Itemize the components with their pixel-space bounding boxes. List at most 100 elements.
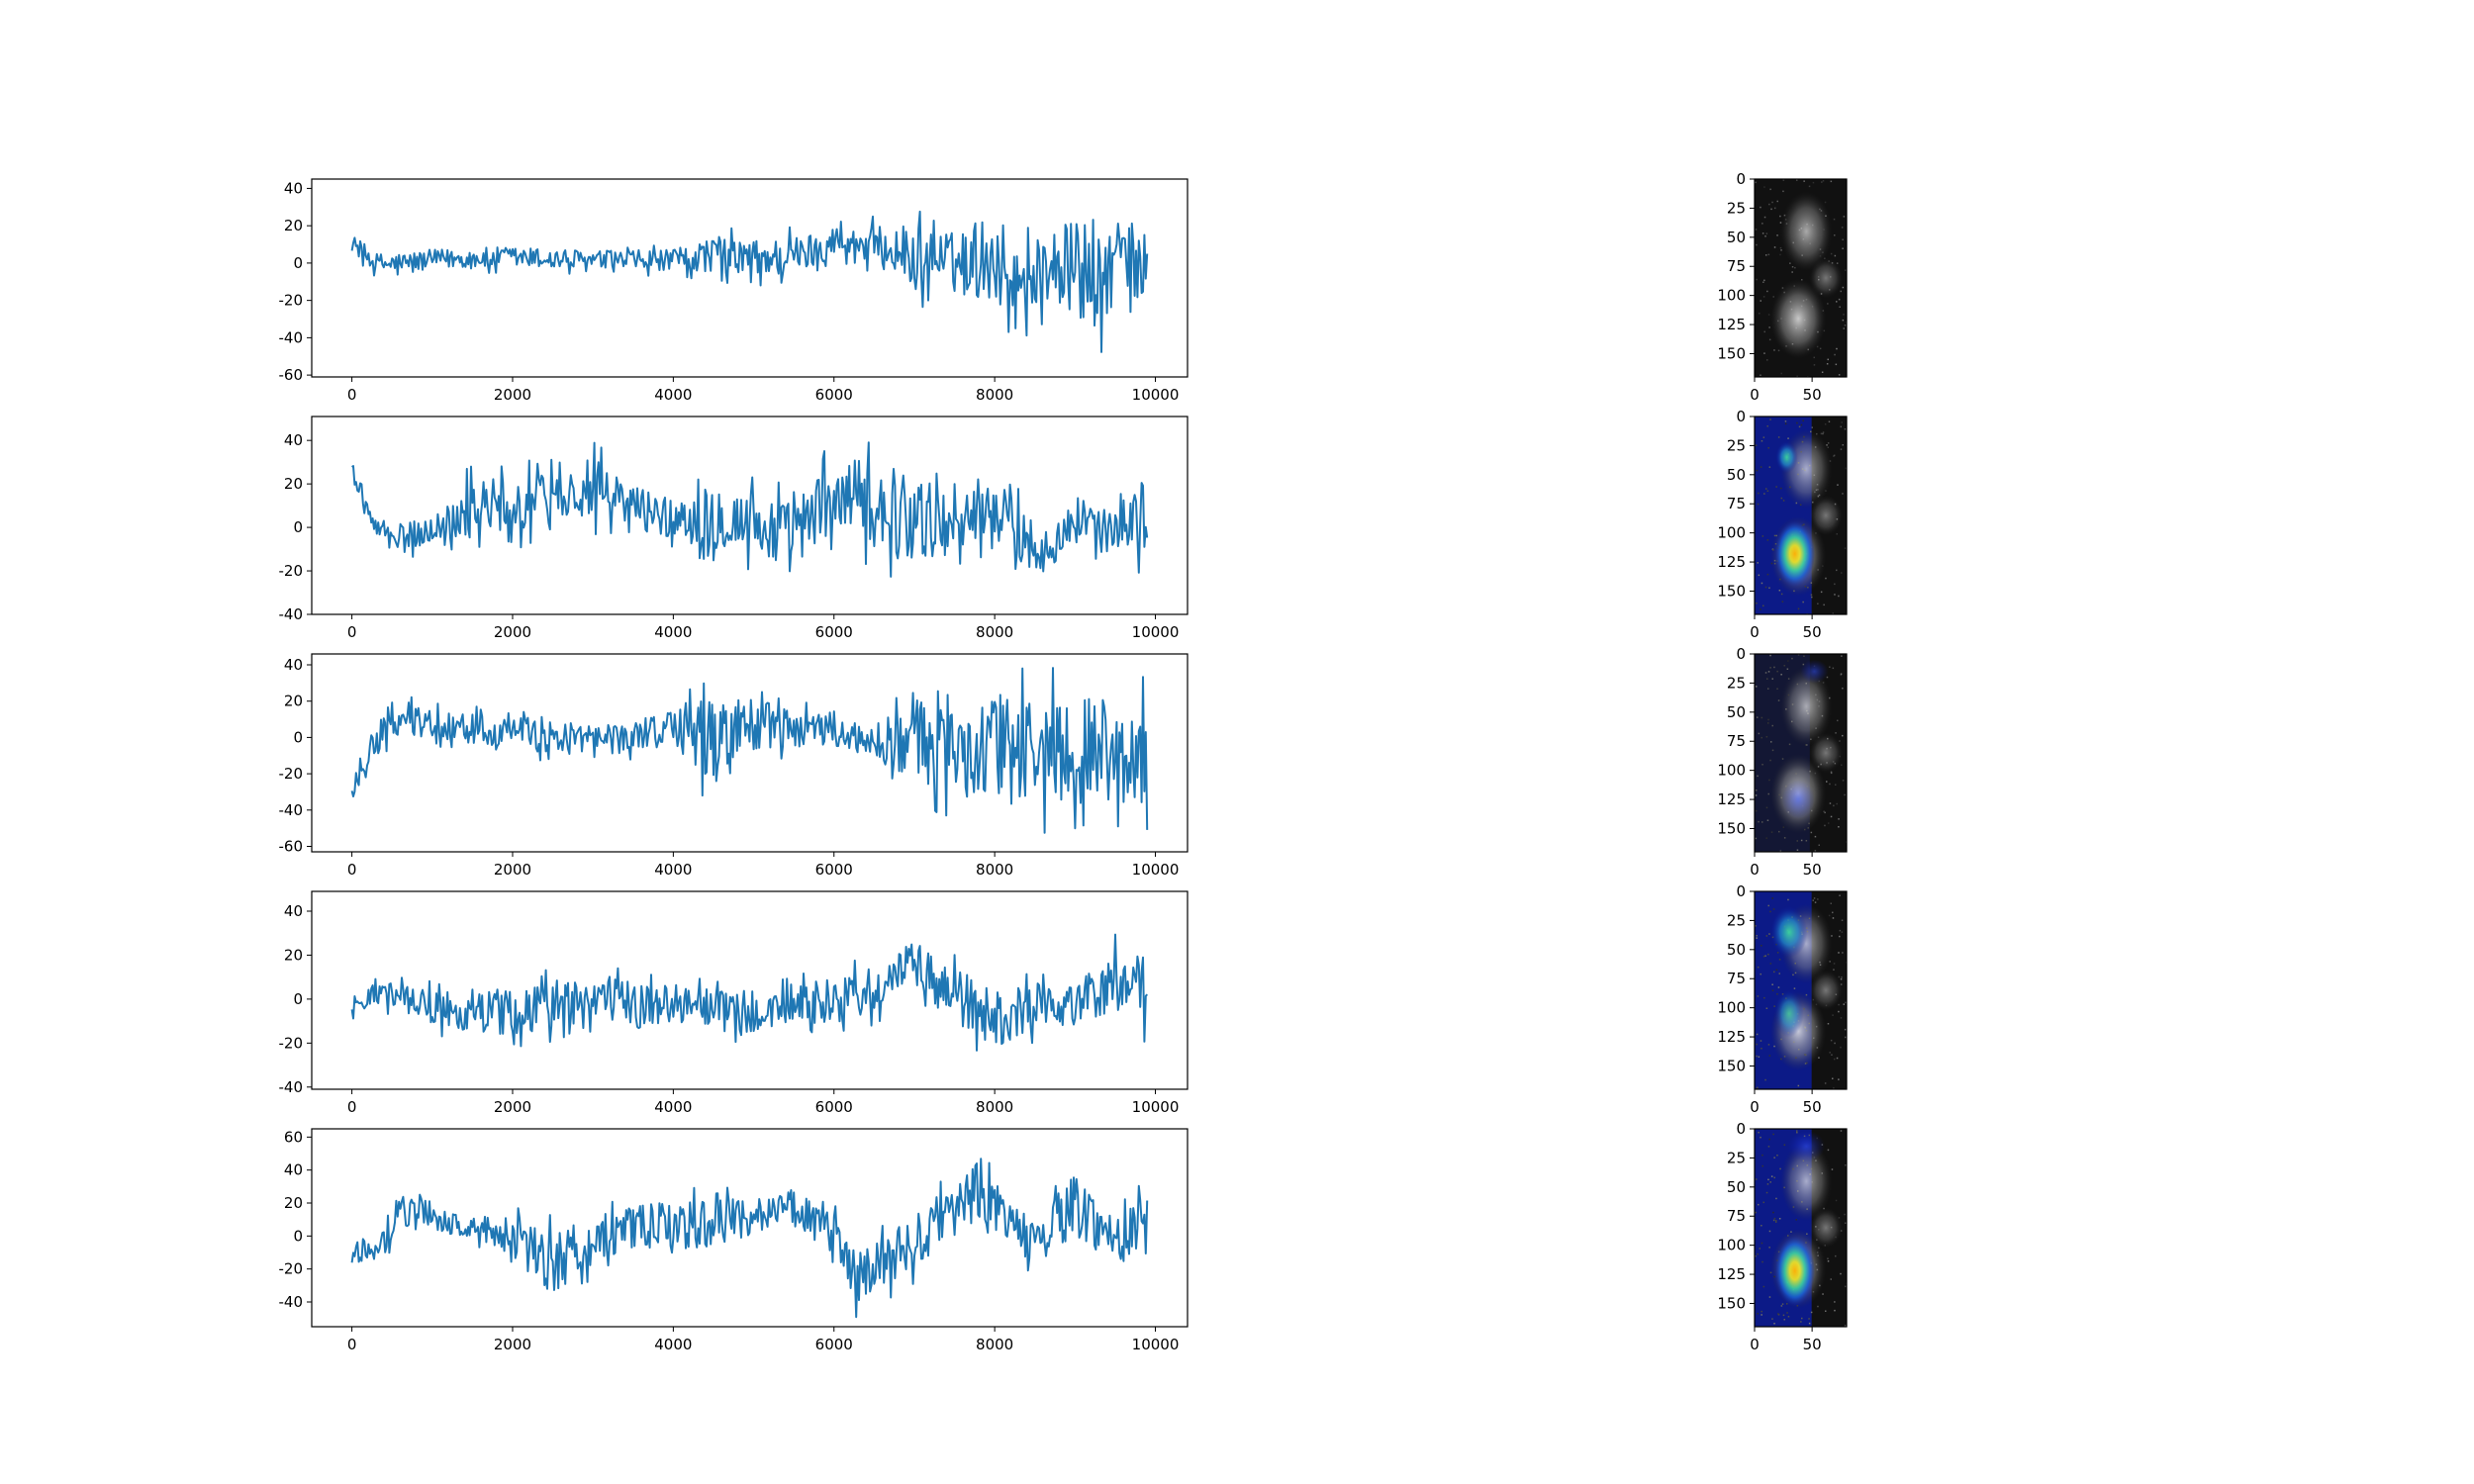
x-tick-label: 4000 [654,1336,692,1353]
y-tick-label: 25 [1727,911,1746,929]
y-tick-label: 25 [1727,674,1746,692]
x-tick-label: 2000 [494,1336,531,1353]
y-tick-label: 25 [1727,1149,1746,1166]
y-tick-label: -20 [279,562,304,580]
image-panel-5: 0 50 0 25 50 75 100 125 150 [1717,1120,1848,1353]
y-tick-label: 0 [293,254,303,272]
y-tick-label: 75 [1727,732,1746,750]
image-panel-1: 0 50 0 25 50 75 100 125 150 [1717,170,1848,404]
y-tick-label: 0 [293,728,303,746]
x-tick-label: 6000 [815,861,853,879]
y-tick-label: 125 [1717,316,1746,333]
y-tick-label: 40 [284,1161,303,1179]
y-tick-label: 150 [1717,819,1746,837]
x-tick-label: 0 [347,861,357,879]
y-tick-label: 75 [1727,257,1746,275]
y-tick-label: 25 [1727,436,1746,454]
y-tick-label: 0 [293,1227,303,1245]
image-content [1755,179,1847,377]
image-panel-3: 0 50 0 25 50 75 100 125 150 [1717,645,1848,879]
y-tick-label: 125 [1717,790,1746,808]
y-tick-label: 50 [1727,1178,1746,1196]
image-frame [1754,653,1848,853]
y-tick-label: 75 [1727,495,1746,512]
y-tick-label: 100 [1717,287,1746,305]
axes-frame [311,890,1189,1090]
y-tick-label: -20 [279,765,304,783]
y-tick-label: -40 [279,605,304,623]
y-tick-label: 25 [1727,199,1746,217]
y-tick-label: 150 [1717,582,1746,600]
y-tick-label: -40 [279,1293,304,1311]
x-tick-label: 10000 [1132,623,1180,641]
y-tick-label: 125 [1717,1265,1746,1283]
y-tick-label: 75 [1727,970,1746,987]
axes-frame [311,178,1189,378]
image-panel-4: 0 50 0 25 50 75 100 125 150 [1717,882,1848,1116]
y-tick-label: 0 [1736,1120,1746,1138]
x-tick-label: 8000 [976,623,1013,641]
y-tick-label: 0 [1736,170,1746,188]
series-line-4 [350,933,1148,1052]
line-panel-2: 0 2000 4000 6000 8000 10000 -40 -20 0 20 40 [279,416,1189,641]
image-frame [1754,1128,1848,1328]
image-frame [1754,178,1848,378]
y-tick-label: 20 [284,1194,303,1212]
y-tick-label: 40 [284,902,303,920]
y-tick-label: 150 [1717,1294,1746,1312]
x-tick-label: 8000 [976,1098,1013,1116]
y-tick-label: 100 [1717,762,1746,780]
y-tick-label: -20 [279,1034,304,1052]
y-tick-label: 20 [284,475,303,493]
x-tick-label: 2000 [494,861,531,879]
y-tick-label: 0 [1736,408,1746,425]
x-tick-label: 4000 [654,861,692,879]
x-tick-label: 0 [1750,386,1760,404]
x-tick-label: 2000 [494,1098,531,1116]
y-tick-label: 20 [284,217,303,234]
x-tick-label: 6000 [815,1336,853,1353]
y-tick-label: 125 [1717,1028,1746,1046]
image-content [1755,654,1847,852]
y-tick-label: 100 [1717,524,1746,542]
y-tick-label: 0 [293,518,303,536]
series-line-2 [351,441,1149,578]
image-frame [1754,890,1848,1090]
x-tick-label: 50 [1803,623,1822,641]
y-tick-label: 150 [1717,1057,1746,1074]
y-tick-label: 50 [1727,703,1746,721]
y-tick-label: 0 [1736,882,1746,900]
image-content [1755,891,1847,1089]
x-tick-label: 8000 [976,861,1013,879]
axes-frame [311,1128,1189,1328]
y-tick-label: 0 [1736,645,1746,663]
x-tick-label: 10000 [1132,1336,1180,1353]
x-tick-label: 0 [1750,861,1760,879]
x-tick-label: 0 [1750,623,1760,641]
x-tick-label: 50 [1803,861,1822,879]
x-tick-label: 4000 [654,386,692,404]
y-tick-label: 150 [1717,344,1746,362]
x-tick-label: 50 [1803,386,1822,404]
image-content [1755,417,1847,614]
image-frame [1754,416,1848,615]
image-content [1755,1129,1847,1327]
y-tick-label: 50 [1727,229,1746,246]
x-tick-label: 6000 [815,386,853,404]
y-tick-label: 100 [1717,999,1746,1017]
x-tick-label: 8000 [976,1336,1013,1353]
image-panel-2: 0 50 0 25 50 75 100 125 150 [1717,408,1848,641]
y-tick-label: -40 [279,801,304,819]
y-tick-label: 20 [284,946,303,964]
y-tick-label: 40 [284,179,303,197]
y-tick-label: 50 [1727,466,1746,484]
series-line-5 [350,1158,1149,1319]
y-tick-label: 60 [284,1128,303,1146]
y-tick-label: -20 [279,292,304,310]
x-tick-label: 8000 [976,386,1013,404]
y-tick-label: 50 [1727,941,1746,959]
y-tick-label: 40 [284,431,303,449]
y-tick-label: 20 [284,693,303,710]
y-tick-label: 100 [1717,1237,1746,1254]
